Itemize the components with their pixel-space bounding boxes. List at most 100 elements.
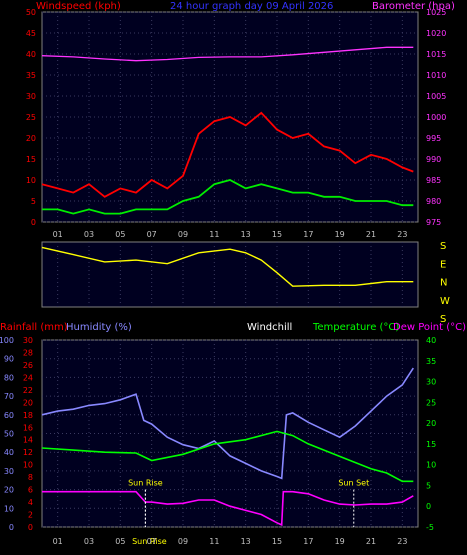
series-direction: [41, 246, 414, 287]
direction-plot-area: [41, 241, 419, 308]
x-tick-label: 23: [397, 230, 407, 239]
humidity-tick-label: 80: [4, 373, 14, 382]
x-tick-label: 13: [241, 537, 251, 546]
rain-tick-label: 0: [28, 523, 33, 532]
series-average: [42, 179, 414, 215]
x-tick-label: 03: [84, 230, 94, 239]
x-tick-label: 07: [147, 230, 157, 239]
x-tick-label: 13: [241, 230, 251, 239]
baro-tick-label: 1005: [426, 92, 446, 101]
x-tick-label: 01: [53, 537, 63, 546]
ws-tick-label: 25: [26, 113, 36, 122]
ws-tick-label: 45: [26, 29, 36, 38]
temperature-label: Temperature (°C): [312, 322, 399, 333]
dir-tick-label: E: [440, 259, 446, 270]
series-barometerhpa: [41, 46, 414, 62]
humidity-tick-label: 20: [4, 486, 14, 495]
x-tick-label: 05: [115, 230, 125, 239]
dir-tick-label: N: [440, 278, 447, 289]
x-tick-label: 05: [115, 537, 125, 546]
baro-tick-label: 990: [426, 155, 441, 164]
x-tick-label: 11: [209, 537, 219, 546]
baro-tick-label: 975: [426, 218, 441, 227]
baro-tick-label: 1000: [426, 113, 446, 122]
x-tick-label: 15: [272, 537, 282, 546]
series-humidity: [41, 367, 414, 480]
ws-tick-label: 15: [26, 155, 36, 164]
baro-tick-label: 1025: [426, 8, 446, 17]
temp-tick-label: 35: [426, 357, 436, 366]
baro-tick-label: 1015: [426, 50, 446, 59]
humidity-tick-label: 40: [4, 448, 14, 457]
humidity-tick-label: 100: [0, 336, 14, 345]
rain-tick-label: 14: [23, 436, 33, 445]
x-tick-label: 17: [303, 230, 313, 239]
sun-annotation: Sun Rise: [132, 537, 167, 546]
graph-title: 24 hour graph day 09 April 2026: [170, 1, 333, 12]
rain-tick-label: 18: [23, 411, 33, 420]
baro-tick-label: 995: [426, 134, 441, 143]
x-tick-label: 19: [335, 230, 345, 239]
rain-tick-label: 26: [23, 361, 33, 370]
x-tick-label: 09: [178, 537, 188, 546]
humidity-tick-label: 90: [4, 355, 14, 364]
x-tick-label: 07: [147, 537, 157, 546]
temp-tick-label: 15: [426, 440, 436, 449]
baro-tick-label: 980: [426, 197, 441, 206]
rain-tick-label: 12: [23, 448, 33, 457]
rain-tick-label: 4: [28, 498, 33, 507]
windspeed-label: Windspeed (kph): [36, 1, 121, 12]
rain-tick-label: 10: [23, 461, 33, 470]
dir-tick-label: S: [440, 314, 446, 325]
x-tick-label: 19: [335, 537, 345, 546]
sun-annotation: Sun Set: [338, 478, 369, 487]
dir-tick-label: W: [440, 296, 450, 307]
rain-tick-label: 6: [28, 486, 33, 495]
windchill-label: Windchill: [247, 322, 292, 333]
rain-tick-label: 8: [28, 473, 33, 482]
temp-tick-label: -5: [426, 523, 434, 532]
ws-tick-label: 40: [26, 50, 36, 59]
barometer-label: Barometer (hpa): [372, 1, 455, 12]
temp-tick-label: 25: [426, 398, 436, 407]
temp-tick-label: 40: [426, 336, 436, 345]
dir-tick-label: S: [440, 241, 446, 252]
rain-tick-label: 2: [28, 511, 33, 520]
ws-tick-label: 50: [26, 8, 36, 17]
humidity-tick-label: 10: [4, 504, 14, 513]
baro-tick-label: 985: [426, 176, 441, 185]
temp-tick-label: 20: [426, 419, 436, 428]
temp-tick-label: 0: [426, 502, 431, 511]
humidity-tick-label: 50: [4, 430, 14, 439]
temp-tick-label: 5: [426, 481, 431, 490]
humidity-tick-label: 30: [4, 467, 14, 476]
humidity-tick-label: 0: [9, 523, 14, 532]
x-tick-label: 17: [303, 537, 313, 546]
rainfall-label: Rainfall (mm): [0, 322, 68, 333]
rain-tick-label: 24: [23, 373, 33, 382]
series-temperaturec: [41, 430, 414, 483]
ws-tick-label: 30: [26, 92, 36, 101]
temp-tick-label: 10: [426, 461, 436, 470]
sun-annotation: Sun Rise: [128, 478, 163, 487]
x-tick-label: 15: [272, 230, 282, 239]
ws-tick-label: 5: [31, 197, 36, 206]
x-tick-label: 21: [366, 537, 376, 546]
x-tick-label: 23: [397, 537, 407, 546]
humidity-tick-label: 60: [4, 411, 14, 420]
x-tick-label: 11: [209, 230, 219, 239]
rain-tick-label: 30: [23, 336, 33, 345]
ws-tick-label: 35: [26, 71, 36, 80]
rain-tick-label: 28: [23, 348, 33, 357]
ws-tick-label: 10: [26, 176, 36, 185]
dewpoint-label: Dew Point (°C): [393, 322, 466, 333]
x-tick-label: 01: [53, 230, 63, 239]
baro-tick-label: 1020: [426, 29, 446, 38]
ws-tick-label: 0: [31, 218, 36, 227]
baro-tick-label: 1010: [426, 71, 446, 80]
x-tick-label: 21: [366, 230, 376, 239]
rain-tick-label: 16: [23, 423, 33, 432]
humidity-tick-label: 70: [4, 392, 14, 401]
ws-tick-label: 20: [26, 134, 36, 143]
